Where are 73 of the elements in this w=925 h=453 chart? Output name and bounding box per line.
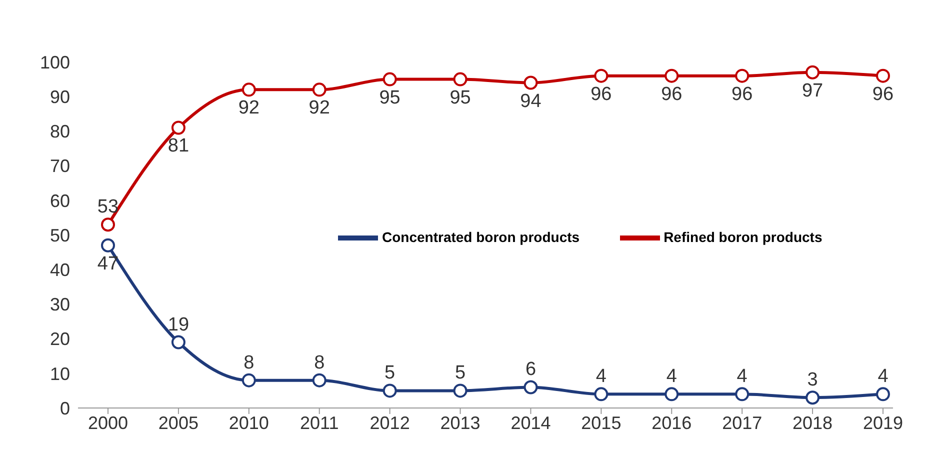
y-tick-label: 10 bbox=[50, 364, 70, 384]
point bbox=[382, 72, 397, 86]
point bbox=[524, 380, 538, 394]
point bbox=[594, 68, 608, 83]
y-tick-label: 90 bbox=[50, 86, 70, 107]
y-tick-label: 50 bbox=[50, 225, 70, 246]
x-tick-label: 2019 bbox=[862, 412, 904, 433]
data-label: 95 bbox=[450, 87, 471, 108]
data-label: 96 bbox=[661, 84, 682, 105]
point bbox=[876, 68, 890, 83]
data-label: 19 bbox=[168, 314, 190, 336]
x-tick-label: 2015 bbox=[581, 412, 622, 433]
point bbox=[453, 384, 468, 398]
data-label: 96 bbox=[872, 84, 894, 105]
data-label: 6 bbox=[525, 359, 536, 380]
point bbox=[101, 218, 115, 232]
data-label: 92 bbox=[238, 98, 260, 119]
data-label: 95 bbox=[379, 87, 400, 108]
data-label: 53 bbox=[97, 196, 119, 218]
y-tick-label: 70 bbox=[50, 156, 70, 176]
point bbox=[524, 76, 538, 90]
point bbox=[101, 238, 115, 252]
data-label: 96 bbox=[590, 84, 612, 105]
data-label: 4 bbox=[596, 366, 607, 388]
point bbox=[242, 373, 256, 388]
point bbox=[806, 390, 820, 405]
point bbox=[664, 387, 679, 402]
point bbox=[594, 387, 608, 402]
point bbox=[664, 68, 679, 83]
y-tick-label: 100 bbox=[40, 52, 70, 72]
point bbox=[735, 68, 750, 83]
x-tick-label: 2016 bbox=[652, 412, 692, 433]
y-tick-label: 0 bbox=[60, 398, 70, 418]
y-tick-label: 60 bbox=[50, 190, 70, 211]
y-tick-label: 20 bbox=[50, 329, 70, 350]
data-label: 92 bbox=[308, 98, 330, 119]
point bbox=[382, 384, 397, 398]
data-label: 97 bbox=[802, 80, 824, 102]
x-tick-label: 2005 bbox=[158, 412, 198, 433]
x-tick-label: 2000 bbox=[88, 412, 128, 433]
x-tick-label: 2018 bbox=[792, 412, 833, 433]
point bbox=[312, 82, 326, 97]
point bbox=[242, 82, 256, 97]
y-tick-label: 40 bbox=[50, 260, 70, 280]
y-tick-label: 80 bbox=[50, 122, 70, 142]
y-tick-label: 30 bbox=[50, 294, 70, 315]
point bbox=[876, 387, 890, 402]
point bbox=[312, 373, 326, 388]
data-label: 8 bbox=[314, 352, 325, 374]
data-label: 8 bbox=[244, 352, 254, 374]
data-label: 47 bbox=[97, 253, 119, 274]
data-label: 4 bbox=[736, 366, 748, 388]
x-tick-label: 2014 bbox=[510, 412, 551, 433]
x-tick-label: 2010 bbox=[228, 412, 269, 433]
point bbox=[171, 120, 186, 135]
data-label: 4 bbox=[666, 366, 678, 388]
data-label: 96 bbox=[732, 84, 753, 105]
point bbox=[171, 335, 186, 350]
x-tick-label: 2012 bbox=[370, 412, 410, 433]
data-label: 94 bbox=[520, 90, 542, 112]
legend-label: Concentrated boron products bbox=[382, 228, 580, 245]
legend-label: Refined boron products bbox=[664, 228, 822, 245]
x-tick-label: 2013 bbox=[440, 412, 480, 433]
x-tick-label: 2017 bbox=[722, 412, 762, 433]
data-label: 5 bbox=[384, 362, 396, 384]
data-label: 3 bbox=[807, 370, 818, 391]
point bbox=[735, 387, 750, 402]
data-label: 4 bbox=[878, 366, 889, 388]
x-tick-label: 2011 bbox=[300, 412, 339, 433]
point bbox=[806, 65, 820, 80]
data-label: 81 bbox=[168, 136, 190, 157]
data-label: 5 bbox=[454, 362, 466, 384]
point bbox=[453, 72, 468, 86]
